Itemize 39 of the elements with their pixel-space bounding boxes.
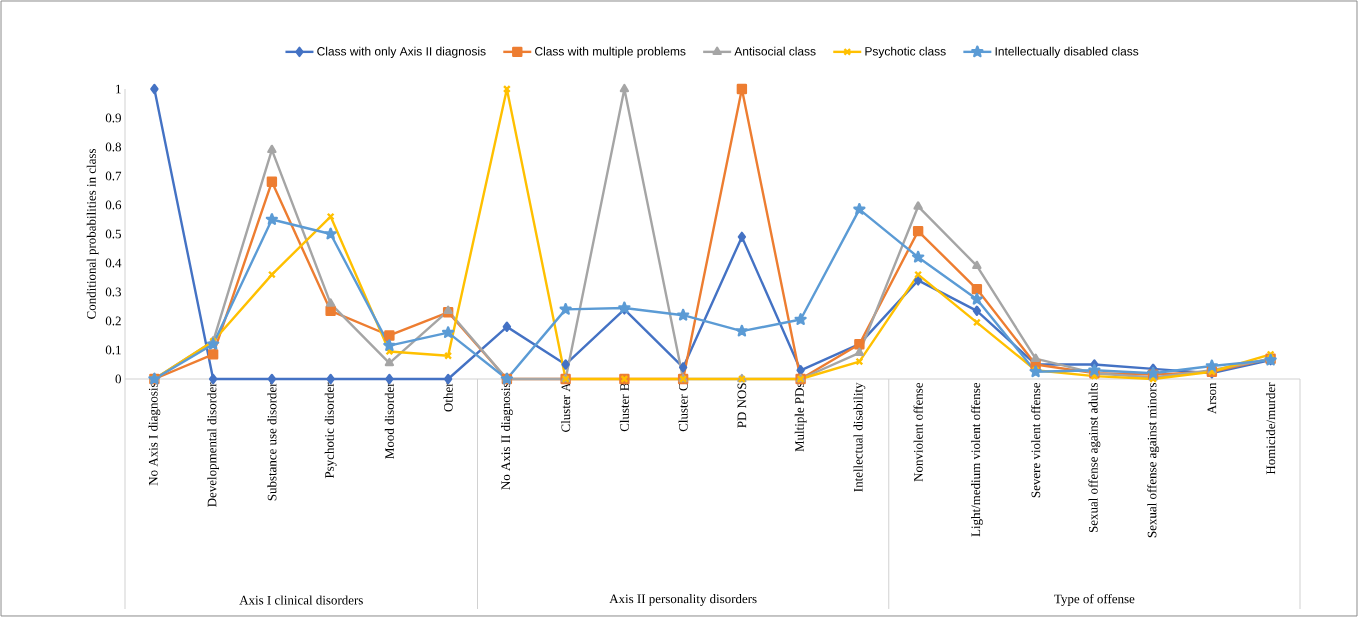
y-tick-label: 0.6 xyxy=(105,200,122,210)
x-tick-label: Light/medium violent offense xyxy=(970,382,983,537)
y-tick-label: 0.3 xyxy=(105,287,121,297)
legend-label: Class with only Axis II diagnosis xyxy=(317,46,486,58)
x-tick-label: Substance use disorder xyxy=(267,382,277,501)
x-tick-label: Sexual offense against minors xyxy=(1147,382,1160,538)
y-axis-title: Conditional probabilities in class xyxy=(86,148,99,319)
x-tick-label: Severe violent offense xyxy=(1031,382,1041,498)
text: Type of offense xyxy=(1054,594,1135,606)
x-tick-label: PD NOS xyxy=(737,383,747,428)
x-tick-label: Sexual offense against adults xyxy=(1088,382,1101,533)
x-tick-label: No Axis I diagnosis xyxy=(148,382,161,486)
x-tick-label: Psychotic disorder xyxy=(324,382,337,479)
y-tick-label: 0.5 xyxy=(105,229,121,239)
y-tick-label: 0 xyxy=(115,374,121,384)
x-tick-label: Multiple PDs xyxy=(794,382,807,452)
x-tick-label: Cluster A xyxy=(561,382,571,432)
x-tick-label: Homicide/murder xyxy=(1266,382,1276,475)
x-tick-label: Cluster B xyxy=(619,383,629,432)
y-tick-label: 0.9 xyxy=(105,113,121,123)
x-tick-label: Developmental disorder xyxy=(207,382,220,507)
legend-label: Psychotic class xyxy=(865,46,946,58)
y-tick-label: 0.8 xyxy=(105,142,122,152)
legend-label: Class with multiple problems xyxy=(535,46,686,58)
x-tick-label: Arson xyxy=(1207,382,1217,415)
y-tick-label: 0.2 xyxy=(105,316,121,326)
x-tick-label: Other xyxy=(443,382,453,412)
x-tick-label: No Axis II diagnosis xyxy=(501,382,513,490)
text: Axis I clinical disorders xyxy=(239,595,363,605)
y-tick-label: 0.7 xyxy=(105,171,122,181)
x-tick-label: Mood disorder xyxy=(384,382,394,459)
legend-label: Antisocial class xyxy=(734,46,816,56)
y-tick-label: 0.1 xyxy=(105,345,121,355)
y-tick-label: 0.4 xyxy=(105,258,122,268)
y-tick-label: 1 xyxy=(116,84,121,94)
x-tick-label: Intellectual disability xyxy=(853,382,866,492)
x-tick-label: Nonviolent offense xyxy=(913,382,923,482)
text: Axis II personality disorders xyxy=(609,594,757,606)
legend-label: Intellectually disabled class xyxy=(995,46,1139,58)
